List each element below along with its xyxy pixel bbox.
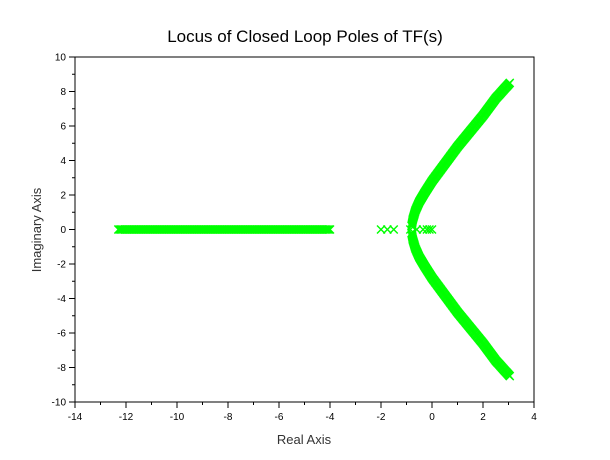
y-tick-label: -6 xyxy=(57,329,66,340)
x-tick-label: -2 xyxy=(377,412,386,423)
pole-marker xyxy=(324,225,334,234)
pole-marker xyxy=(505,371,515,381)
x-tick-label: -12 xyxy=(119,412,134,423)
x-tick-label: -8 xyxy=(224,412,233,423)
pole-marker xyxy=(322,225,332,234)
x-tick-label: 0 xyxy=(429,412,435,423)
marks-layer xyxy=(113,78,515,381)
y-tick-label: -2 xyxy=(57,260,66,271)
x-tick-label: -4 xyxy=(326,412,335,423)
x-tick-label: -14 xyxy=(68,412,83,423)
chart-title: Locus of Closed Loop Poles of TF(s) xyxy=(167,27,443,46)
pole-marker xyxy=(321,225,331,234)
x-tick-label: 2 xyxy=(480,412,486,423)
y-tick-label: -8 xyxy=(57,363,66,374)
y-tick-label: 8 xyxy=(60,87,66,98)
y-tick-label: 10 xyxy=(55,53,67,64)
pole-marker xyxy=(382,225,392,234)
y-tick-label: 2 xyxy=(60,191,66,202)
x-tick-label: -10 xyxy=(170,412,185,423)
y-tick-label: 4 xyxy=(60,156,66,167)
pole-marker xyxy=(427,225,437,234)
x-tick-label: 4 xyxy=(531,412,537,423)
pole-marker xyxy=(424,225,434,234)
x-tick-label: -6 xyxy=(275,412,284,423)
y-tick-label: 6 xyxy=(60,122,66,133)
pole-marker xyxy=(376,225,386,234)
y-axis-label: Imaginary Axis xyxy=(29,187,44,272)
pole-marker xyxy=(418,225,428,234)
y-tick-label: 0 xyxy=(60,225,66,236)
y-tick-label: -10 xyxy=(52,398,67,409)
pole-marker xyxy=(389,225,399,234)
ticks-layer: -14 -12 -10 -8 -6 -4 -2 0 2 4 10 8 6 4 2 0 -2 -4 -6 -8 -10 xyxy=(52,53,538,424)
y-tick-label: -4 xyxy=(57,294,66,305)
x-axis-label: Real Axis xyxy=(277,432,332,447)
pole-marker xyxy=(325,225,335,234)
pole-marker xyxy=(505,78,515,88)
